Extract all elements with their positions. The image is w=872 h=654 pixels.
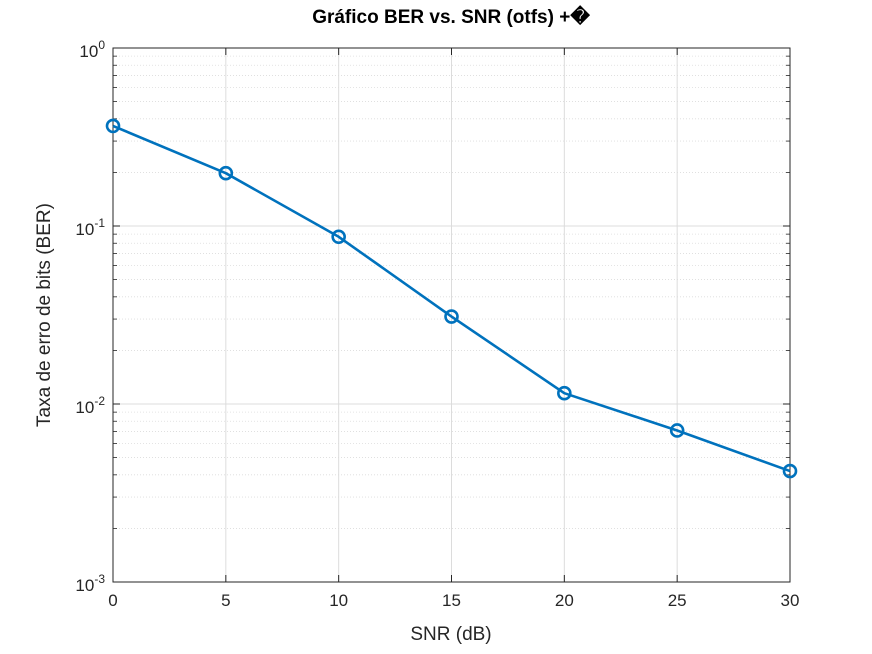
x-tick-label: 5 xyxy=(221,591,230,610)
x-axis-label: SNR (dB) xyxy=(410,624,491,645)
y-tick-label: 10-3 xyxy=(75,572,105,595)
x-tick-label: 10 xyxy=(329,591,348,610)
data-point-marker xyxy=(669,423,685,438)
chart-title: Gráfico BER vs. SNR (otfs) +� xyxy=(312,5,590,28)
ticks xyxy=(112,47,791,583)
data-point-marker xyxy=(331,229,346,245)
data-point-marker xyxy=(557,385,572,401)
y-tick-label: 10-2 xyxy=(75,394,105,417)
data-point-marker xyxy=(218,165,234,181)
x-tick-label: 30 xyxy=(781,591,800,610)
x-tick-label: 15 xyxy=(442,591,461,610)
data-point-marker xyxy=(105,118,121,134)
x-tick-label: 25 xyxy=(668,591,687,610)
y-axis-label: Taxa de erro de bits (BER) xyxy=(34,203,55,427)
series-group xyxy=(105,118,798,479)
y-tick-label: 10-1 xyxy=(75,216,105,239)
data-point-marker xyxy=(782,463,798,479)
x-tick-label: 0 xyxy=(108,591,117,610)
x-tick-label: 20 xyxy=(555,591,574,610)
y-tick-label: 100 xyxy=(79,38,105,61)
data-point-marker xyxy=(444,309,459,324)
series-line xyxy=(112,124,791,473)
x-tick-labels: 0 5 10 15 20 25 30 xyxy=(108,591,799,610)
y-tick-labels: 100 10-1 10-2 10-3 xyxy=(75,38,105,595)
